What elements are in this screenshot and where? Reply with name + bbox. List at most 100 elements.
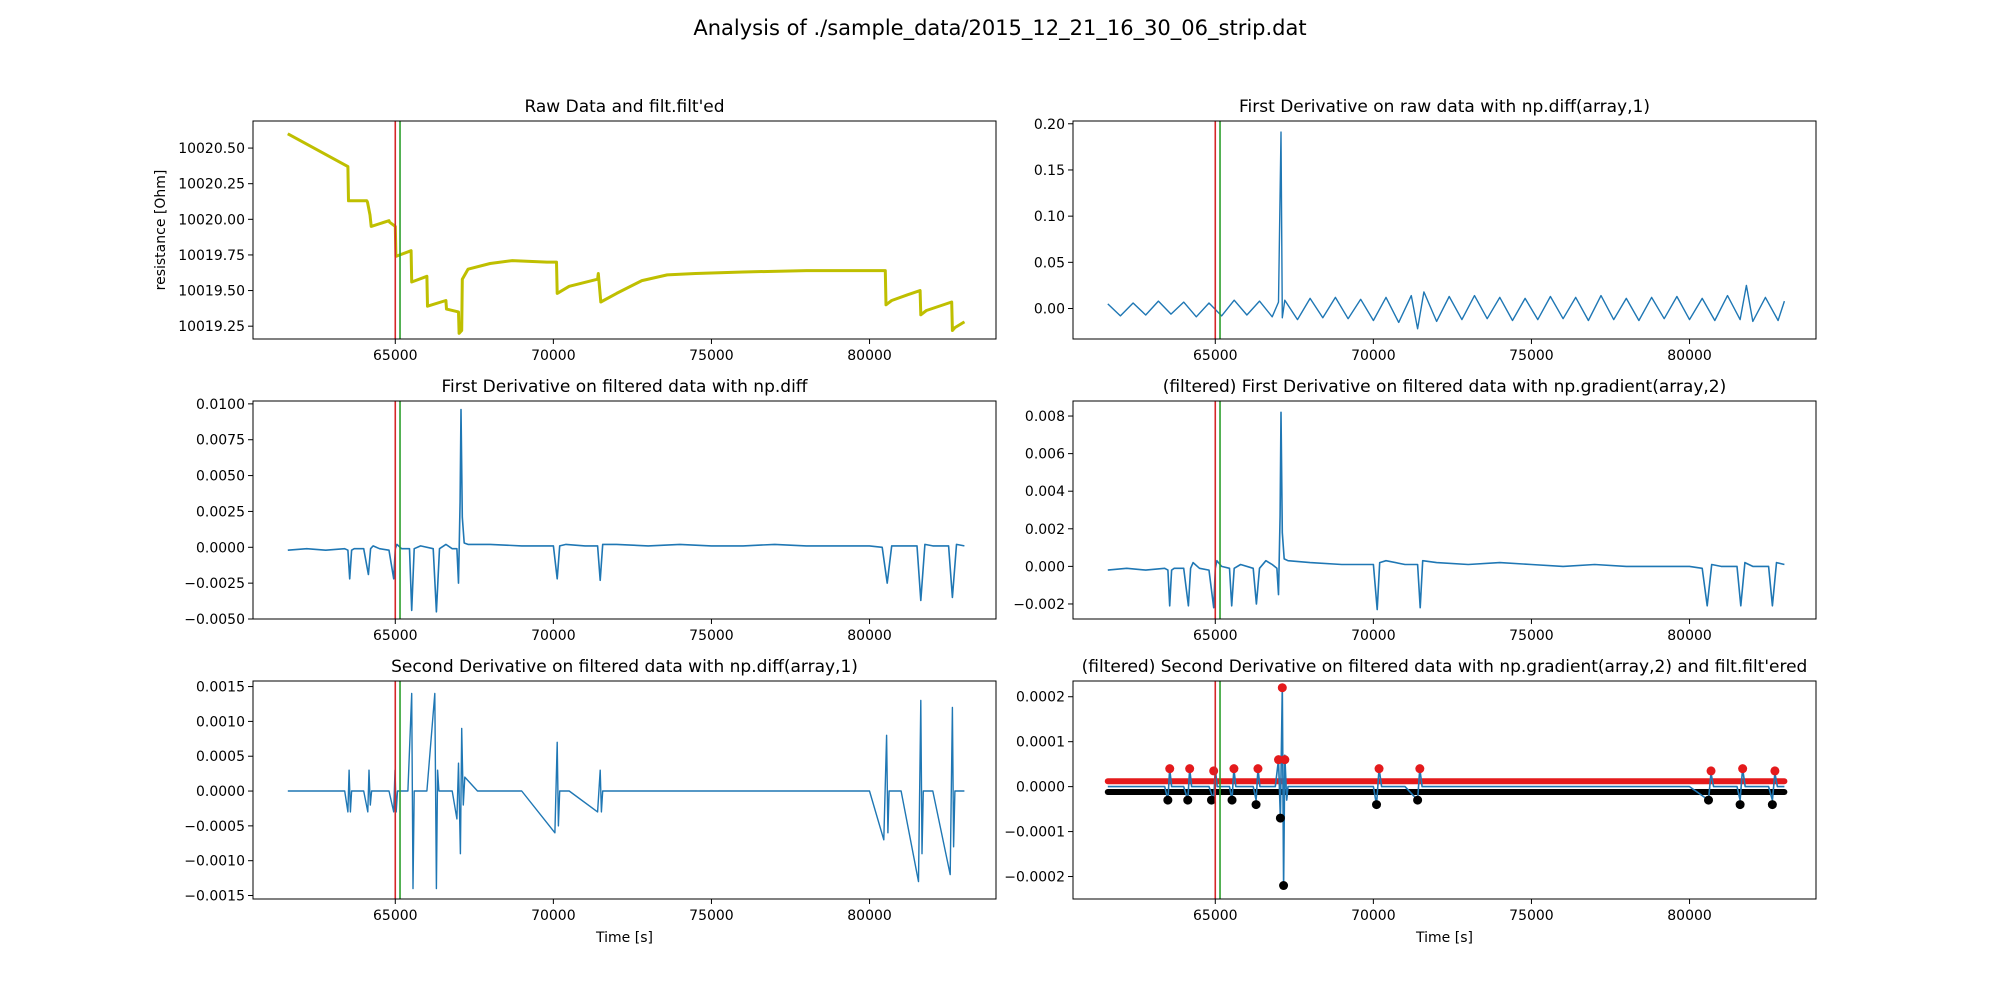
panel-first-derivative-raw: First Derivative on raw data with np.dif… [1034,97,1817,364]
y-tick-label: 0.0000 [196,784,245,800]
y-axis-label: resistance [Ohm] [153,170,169,291]
series-line-second_gradient [1107,686,1785,887]
x-tick-label: 65000 [1193,348,1238,364]
axes-frame [252,120,997,340]
y-tick-label: 0.00 [1034,302,1065,318]
peak-min-point [1251,800,1261,810]
y-tick-label: 0.0025 [196,504,245,520]
y-tick-label: −0.0050 [184,612,245,628]
y-tick-label: −0.0001 [1004,825,1065,841]
x-tick-label: 65000 [373,348,418,364]
peak-max-point [1706,766,1716,776]
y-tick-label: 0.0015 [196,680,245,696]
series-line-gradient_filtered [1107,411,1785,611]
peak-max-point [1770,766,1780,776]
x-tick-label: 75000 [689,628,734,644]
y-tick-label: 10019.25 [178,319,245,335]
x-tick-label: 75000 [689,348,734,364]
y-tick-label: 0.0001 [1016,735,1065,751]
peak-max-point [1209,766,1219,776]
y-tick-label: −0.0025 [184,576,245,592]
y-tick-label: 0.006 [1025,447,1065,463]
panel-title: First Derivative on raw data with np.dif… [1239,97,1650,117]
x-tick-label: 65000 [373,628,418,644]
x-tick-label: 70000 [531,348,576,364]
x-tick-label: 80000 [1667,628,1712,644]
peak-max-point [1229,764,1239,774]
y-tick-label: 0.10 [1034,209,1065,225]
panel-second-derivative-gradient: (filtered) Second Derivative on filtered… [1004,657,1817,946]
panel-title: (filtered) Second Derivative on filtered… [1082,657,1808,677]
axes-frame [252,400,997,620]
peak-max-point [1280,755,1290,765]
y-tick-label: 0.0075 [196,433,245,449]
peak-max-point [1165,764,1175,774]
y-tick-label: 0.15 [1034,163,1065,179]
y-tick-label: 10019.75 [178,248,245,264]
x-tick-label: 75000 [1509,628,1554,644]
peak-min-point [1704,795,1714,805]
x-tick-label: 70000 [531,628,576,644]
y-tick-label: 0.0100 [196,397,245,413]
peak-max-point [1277,683,1287,693]
peak-min-point [1227,795,1237,805]
figure-suptitle: Analysis of ./sample_data/2015_12_21_16_… [693,16,1306,41]
x-tick-label: 80000 [1667,908,1712,924]
y-tick-label: 0.0000 [196,540,245,556]
x-tick-label: 80000 [847,348,892,364]
y-tick-label: 0.002 [1025,522,1065,538]
peak-max-point [1374,764,1384,774]
x-tick-label: 75000 [689,908,734,924]
y-tick-label: 0.008 [1025,409,1065,425]
series-line-second_diff [287,692,965,890]
panel-title: Raw Data and filt.filt'ed [524,97,724,117]
x-tick-label: 65000 [373,908,418,924]
panel-title: Second Derivative on filtered data with … [391,657,858,677]
peak-min-point [1413,795,1423,805]
panel-title: (filtered) First Derivative on filtered … [1163,377,1727,397]
axes-frame [252,680,997,900]
x-tick-label: 75000 [1509,348,1554,364]
y-tick-label: 10020.00 [178,212,245,228]
series-line-diff_filtered [287,408,965,613]
x-tick-label: 65000 [1193,628,1238,644]
x-tick-label: 80000 [1667,348,1712,364]
peak-min-point [1275,813,1285,823]
peak-max-point [1415,764,1425,774]
axes-frame [1072,400,1817,620]
peak-min-point [1183,795,1193,805]
y-tick-label: −0.0002 [1004,870,1065,886]
y-tick-label: 0.000 [1025,559,1065,575]
peak-max-point [1185,764,1195,774]
y-tick-label: 0.05 [1034,255,1065,271]
plot-area [1107,401,1785,619]
x-axis-label: Time [s] [1415,930,1473,946]
y-tick-label: 0.0000 [1016,780,1065,796]
x-tick-label: 80000 [847,628,892,644]
y-tick-label: −0.002 [1013,597,1065,613]
panel-title: First Derivative on filtered data with n… [442,377,809,397]
peak-min-point [1735,800,1745,810]
x-tick-label: 70000 [1351,628,1396,644]
peak-max-point [1738,764,1748,774]
series-line-filtered [287,132,966,335]
plot-area [287,681,965,899]
peak-min-point [1279,881,1289,891]
peak-max-point [1274,755,1284,765]
peak-min-point [1372,800,1382,810]
x-tick-label: 80000 [847,908,892,924]
x-tick-label: 70000 [1351,908,1396,924]
y-tick-label: 10020.50 [178,141,245,157]
series-line-diff_raw [1107,131,1786,330]
x-tick-label: 75000 [1509,908,1554,924]
y-tick-label: 0.0050 [196,469,245,485]
plot-area [1104,681,1788,899]
y-tick-label: 0.20 [1034,117,1065,133]
y-tick-label: −0.0015 [184,889,245,905]
plot-area [287,121,966,339]
axes-frame [1072,680,1817,900]
y-tick-label: 0.0010 [196,714,245,730]
panel-first-derivative-filtered-diff: First Derivative on filtered data with n… [184,377,997,644]
